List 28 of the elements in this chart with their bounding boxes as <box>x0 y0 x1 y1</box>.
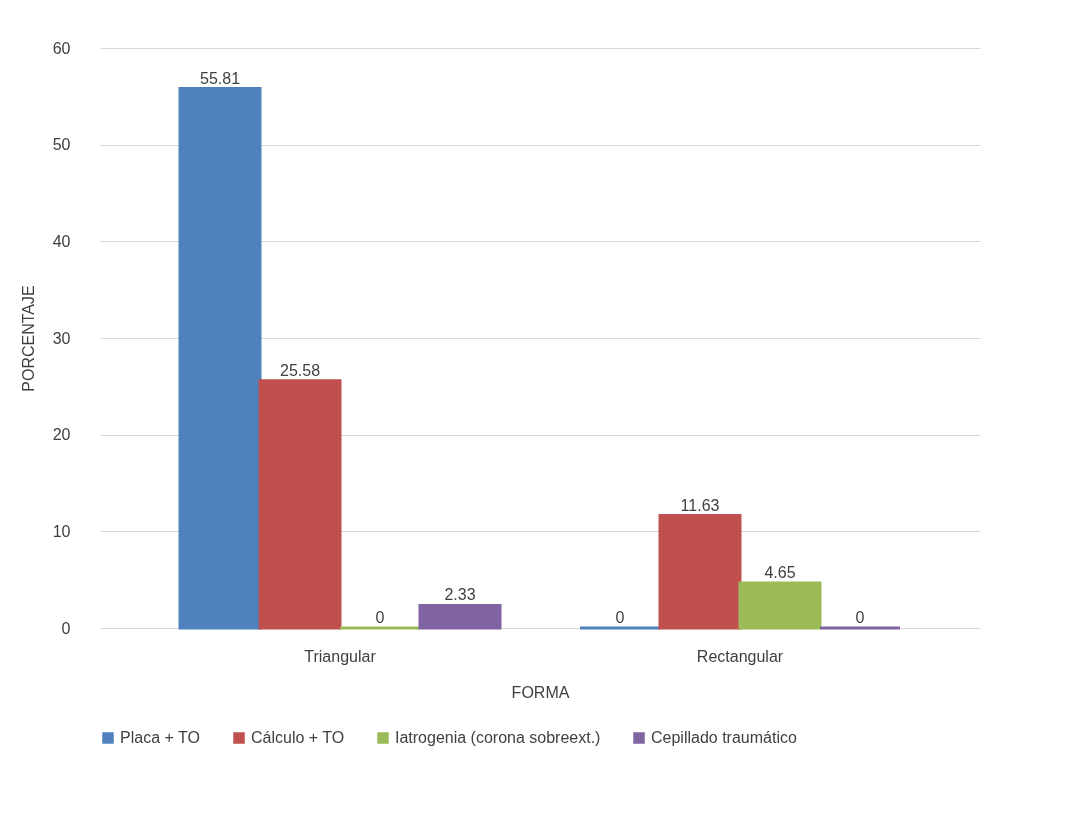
data-label: 25.58 <box>279 361 321 379</box>
y-tick-label: 10 <box>52 522 71 540</box>
y-tick-label: 20 <box>52 426 71 444</box>
data-label: 4.65 <box>764 564 796 582</box>
legend-label: Cepillado traumático <box>651 729 797 746</box>
data-label: 11.63 <box>680 496 720 514</box>
x-tick-label: Rectangular <box>696 647 784 665</box>
x-axis-title: FORMA <box>511 683 570 701</box>
legend-label: Placa + TO <box>120 729 200 746</box>
legend-label: Iatrogenia (corona sobreext.) <box>395 729 601 746</box>
data-label: 0 <box>375 609 385 626</box>
data-label: 2.33 <box>444 586 476 604</box>
bar <box>418 603 502 630</box>
y-axis-title: PORCENTAJE <box>19 285 37 392</box>
data-label: 0 <box>855 609 865 626</box>
legend-label: Cálculo + TO <box>251 729 345 746</box>
bar <box>738 581 822 630</box>
y-tick-label: 40 <box>52 232 71 250</box>
y-tick-label: 30 <box>52 329 71 347</box>
bar <box>258 379 342 630</box>
x-tick-label: Triangular <box>304 647 377 665</box>
y-tick-label: 0 <box>61 619 71 637</box>
data-label: 55.81 <box>199 69 241 87</box>
bar <box>178 87 262 630</box>
y-tick-label: 60 <box>52 39 71 57</box>
bar <box>658 514 742 630</box>
y-tick-label: 50 <box>52 136 71 154</box>
data-label: 0 <box>615 609 625 626</box>
